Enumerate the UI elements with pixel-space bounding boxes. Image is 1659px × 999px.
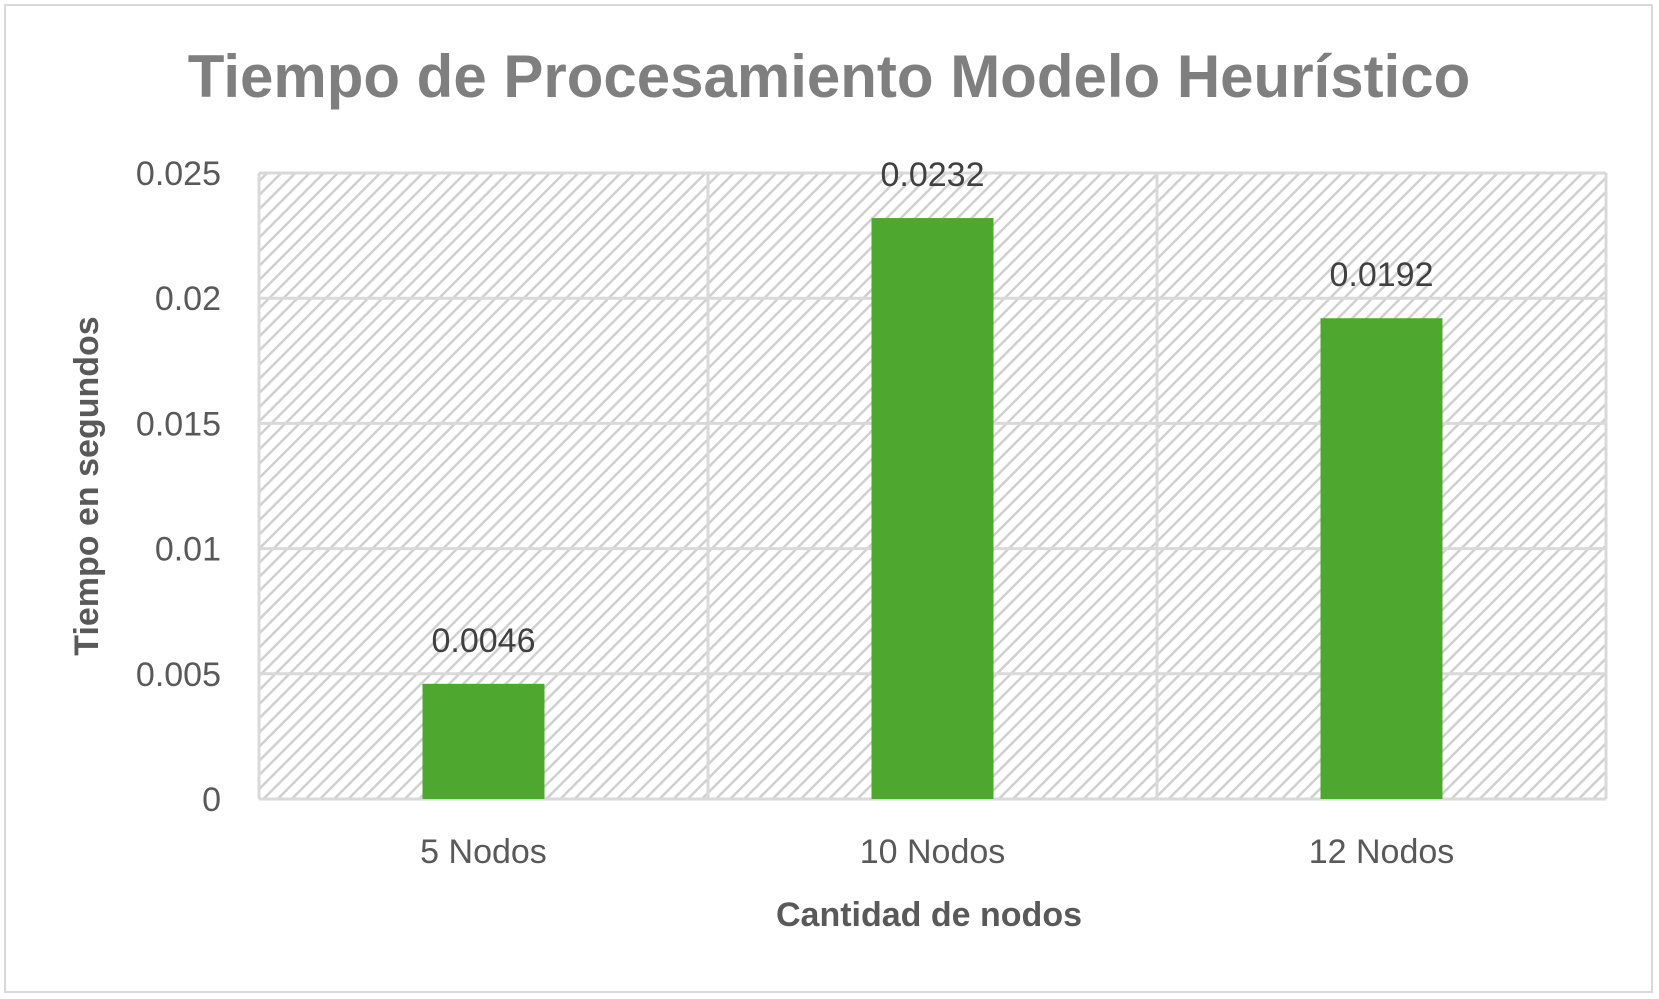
x-axis-ticks: 5 Nodos 10 Nodos 12 Nodos bbox=[420, 833, 1454, 871]
x-tick-label: 10 Nodos bbox=[860, 833, 1006, 871]
x-tick-label: 12 Nodos bbox=[1309, 833, 1455, 871]
bars bbox=[422, 218, 1443, 799]
x-tick-label: 5 Nodos bbox=[420, 833, 547, 871]
y-axis-title: Tiempo en segundos bbox=[68, 316, 106, 655]
data-label: 0.0046 bbox=[432, 622, 536, 660]
y-tick-label: 0.015 bbox=[136, 405, 221, 443]
chart-title: Tiempo de Procesamiento Modelo Heurístic… bbox=[188, 43, 1471, 110]
data-labels: 0.0046 0.0232 0.0192 bbox=[432, 156, 1434, 660]
data-label: 0.0192 bbox=[1330, 256, 1434, 294]
bar bbox=[871, 218, 994, 799]
y-tick-label: 0.005 bbox=[136, 656, 221, 694]
y-tick-label: 0.02 bbox=[155, 280, 221, 318]
data-label: 0.0232 bbox=[881, 156, 985, 194]
y-axis-ticks: 0 0.005 0.01 0.015 0.02 0.025 bbox=[136, 155, 221, 819]
y-tick-label: 0.025 bbox=[136, 155, 221, 193]
y-tick-label: 0 bbox=[202, 781, 221, 819]
y-tick-label: 0.01 bbox=[155, 531, 221, 569]
bar bbox=[1320, 318, 1443, 799]
bar bbox=[422, 683, 545, 799]
x-axis-title: Cantidad de nodos bbox=[776, 896, 1082, 934]
